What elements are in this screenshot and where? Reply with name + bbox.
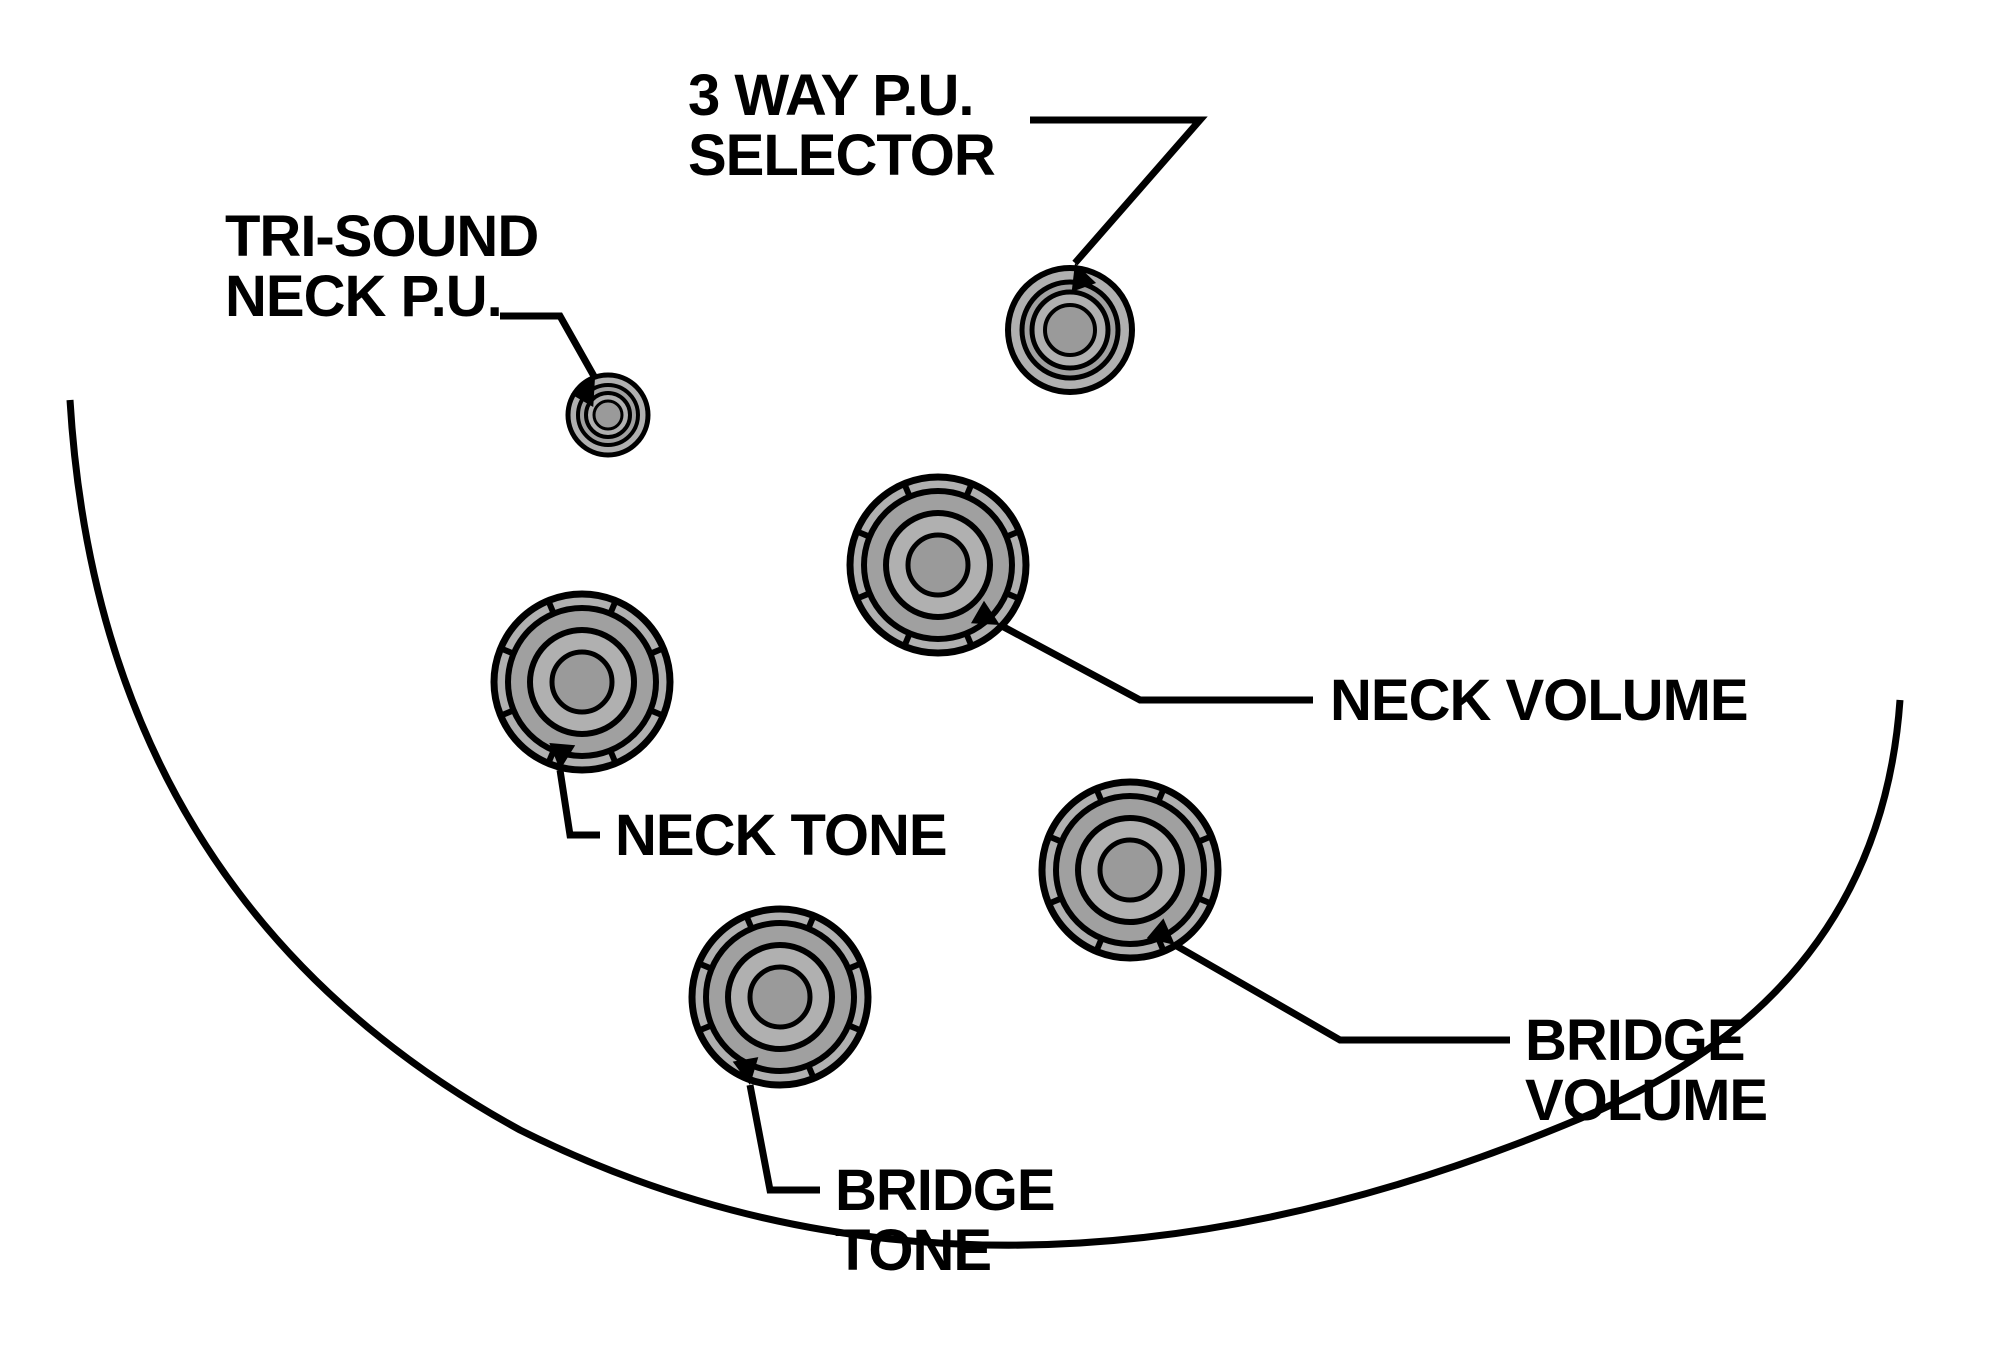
neck_volume-label: NECK VOLUME [1330,668,1748,733]
bridge_volume-label: BRIDGEVOLUME [1525,1008,1767,1133]
tri_sound-knob [568,375,648,455]
bridge_tone-knob [692,909,868,1085]
selector-label: 3 WAY P.U.SELECTOR [688,63,995,188]
tri_sound-label: TRI-SOUNDNECK P.U. [225,204,538,329]
neck_tone-knob [494,594,670,770]
bridge_volume-knob [1042,782,1218,958]
guitar-controls-diagram: 3 WAY P.U.SELECTOR TRI-SOUNDNECK P.U. NECK… [0,0,2000,1350]
selector-knob [1008,268,1132,392]
neck_tone-label: NECK TONE [615,803,947,868]
